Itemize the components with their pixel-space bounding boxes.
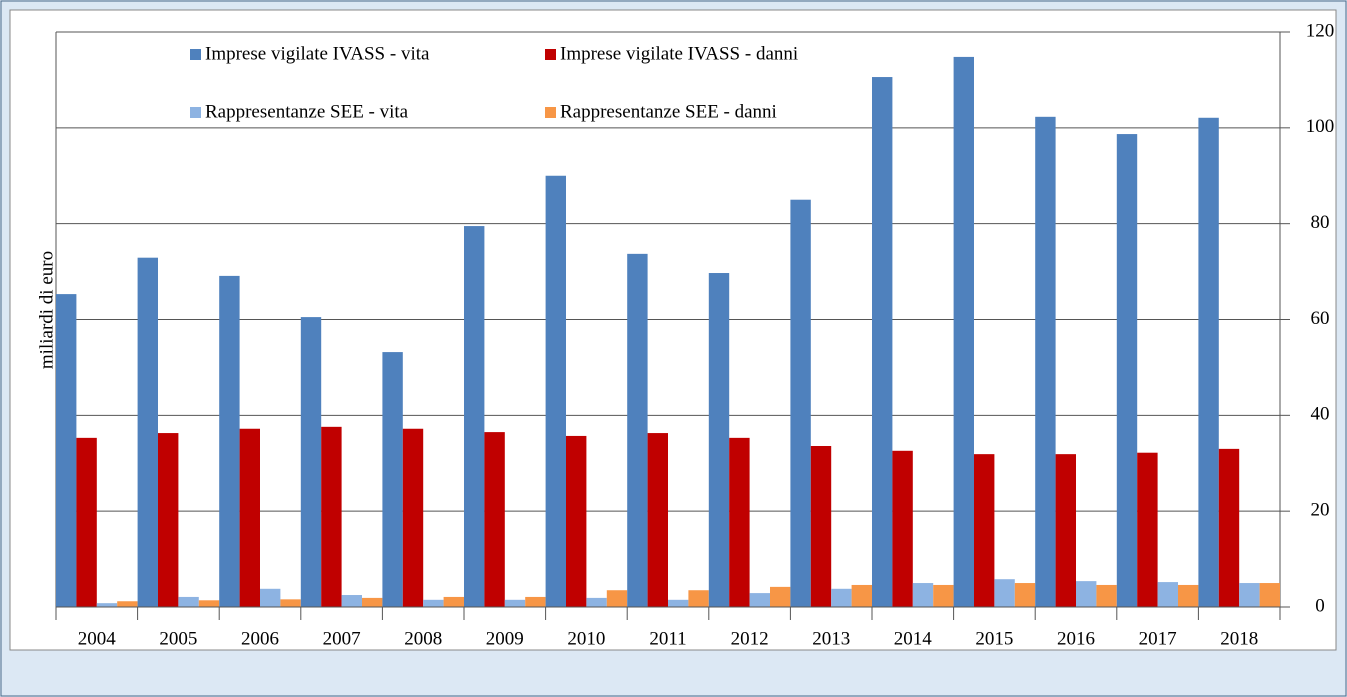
bar [280,599,301,607]
bar [912,583,934,607]
bar [790,199,811,608]
bar [56,294,77,607]
bar [872,77,893,607]
legend-label: Imprese vigilate IVASS - vita [205,43,430,64]
x-tick-label: 2017 [1139,628,1177,649]
bar [729,437,750,607]
y-axis-label: miliardi di euro [36,251,57,369]
bar [158,433,179,607]
legend-label: Imprese vigilate IVASS - danni [560,43,798,64]
bar [933,584,954,607]
x-tick-label: 2018 [1220,628,1258,649]
bar [1055,454,1076,607]
bar [892,450,913,607]
bar [525,596,546,607]
bar [1014,583,1036,607]
x-tick-label: 2013 [812,628,850,649]
x-tick-label: 2010 [567,628,605,649]
bar [260,588,281,607]
bar [219,275,240,607]
bar [974,454,995,607]
bar [566,435,587,607]
bar [851,584,872,607]
bar [749,593,770,607]
legend-label: Rappresentanze SEE - danni [560,101,777,122]
bar [321,426,342,607]
bar [423,599,444,607]
bar [96,603,118,607]
bar [464,226,485,607]
y-tick-label: 80 [1311,212,1330,233]
bar [647,433,668,607]
bar [627,253,648,607]
x-tick-label: 2016 [1057,628,1095,649]
x-tick-label: 2012 [731,628,769,649]
bar [708,273,730,607]
bar [443,596,464,607]
bar [545,175,566,607]
bar [239,428,260,607]
bar [1239,583,1260,607]
bar [606,590,628,607]
bar [484,432,505,607]
bar [76,437,97,607]
bar [1096,584,1117,607]
y-tick-label: 120 [1306,20,1335,41]
bar [953,56,974,607]
bar [362,597,383,607]
bar [402,428,424,607]
x-tick-label: 2005 [159,628,197,649]
y-tick-label: 40 [1311,404,1330,425]
bar [1178,584,1199,607]
y-tick-label: 20 [1311,500,1330,521]
legend-swatch [545,49,556,60]
bar [1035,116,1056,607]
bar [810,446,832,607]
bar [341,595,362,607]
legend-label: Rappresentanze SEE - vita [205,101,409,122]
bar [300,317,322,607]
y-tick-label: 100 [1306,116,1335,137]
bar [198,600,220,607]
bar [586,597,607,607]
bar [1259,583,1280,607]
bar [1076,581,1097,607]
y-tick-label: 60 [1311,308,1330,329]
bar [382,352,403,607]
bar [178,596,199,607]
bar [1116,134,1138,607]
bar [137,257,158,607]
bar [770,586,791,607]
x-tick-label: 2008 [404,628,442,649]
legend-swatch [190,107,201,118]
x-tick-label: 2014 [894,628,933,649]
bar [688,590,709,607]
x-tick-label: 2011 [649,628,686,649]
x-tick-label: 2004 [78,628,117,649]
bar [1137,452,1158,607]
bar [994,579,1015,607]
y-tick-label: 0 [1315,595,1325,616]
legend-swatch [545,107,556,118]
bar [1198,117,1219,607]
bar [1218,448,1240,607]
bar [117,601,138,607]
x-tick-label: 2015 [975,628,1013,649]
x-tick-label: 2006 [241,628,279,649]
bar [831,588,852,607]
x-tick-label: 2007 [323,628,361,649]
bar [668,599,689,607]
bar [1157,582,1178,607]
bar [504,599,526,607]
x-tick-label: 2009 [486,628,524,649]
legend-swatch [190,49,201,60]
